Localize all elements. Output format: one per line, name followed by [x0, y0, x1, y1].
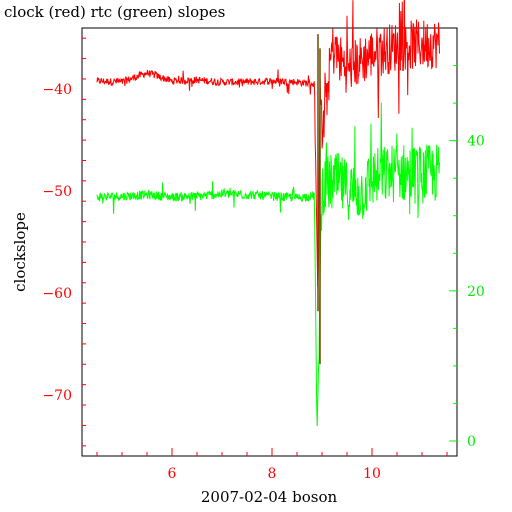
x-tick-label: 6 — [168, 466, 177, 482]
y-axis-label: clockslope — [11, 212, 29, 292]
series-line-red — [96, 0, 440, 287]
right-axis: 0 20 40 — [449, 65, 485, 450]
left-axis: −40 −50 −60 −70 — [42, 37, 86, 447]
chart-title: clock (red) rtc (green) slopes — [4, 3, 225, 21]
left-tick-label: −50 — [42, 184, 72, 200]
x-axis-label: 2007-02-04 boson — [201, 488, 338, 506]
plot-frame — [81, 27, 458, 457]
x-tick-label: 10 — [363, 466, 381, 482]
left-tick-label: −40 — [42, 82, 72, 98]
x-axis: 6 8 10 — [96, 448, 448, 482]
right-tick-label: 20 — [467, 284, 485, 300]
series-layer — [96, 0, 440, 427]
series-line-green — [96, 102, 440, 427]
left-tick-label: −60 — [42, 286, 72, 302]
left-tick-label: −70 — [42, 388, 72, 404]
right-tick-label: 40 — [467, 134, 485, 150]
x-tick-label: 8 — [268, 466, 277, 482]
right-tick-label: 0 — [467, 434, 476, 450]
